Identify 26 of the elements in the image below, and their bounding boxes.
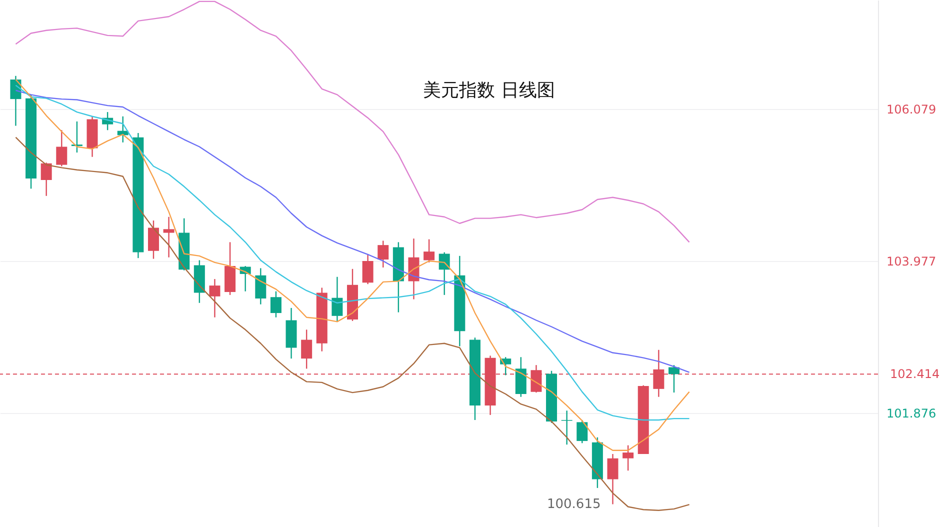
line-series — [15, 136, 690, 511]
ref-line-label: 102.414 — [890, 367, 940, 382]
candlestick — [148, 220, 159, 260]
candlestick — [163, 216, 174, 258]
y-tick-label: 103.977 — [886, 254, 936, 269]
candlestick — [332, 276, 343, 322]
candlestick — [270, 290, 282, 318]
candlestick — [424, 238, 435, 264]
candlestick — [209, 278, 220, 318]
candlestick — [622, 444, 634, 472]
candlestick — [576, 419, 588, 444]
candlestick — [668, 364, 680, 394]
text: 美元指数 日线图 — [423, 80, 555, 101]
candlestick — [378, 240, 389, 268]
y-tick-label: 106.079 — [886, 102, 936, 117]
candlestick — [500, 356, 512, 376]
annotation: 100.615 — [546, 497, 601, 512]
candlestick — [438, 252, 450, 296]
candlestick — [255, 268, 266, 305]
candlestick — [56, 130, 68, 167]
line-series — [15, 0, 690, 243]
candlestick — [40, 162, 52, 197]
candlestick — [362, 254, 374, 285]
candlestick — [301, 329, 312, 370]
candlestick — [607, 453, 618, 505]
y-tick-label: 101.876 — [886, 406, 936, 421]
